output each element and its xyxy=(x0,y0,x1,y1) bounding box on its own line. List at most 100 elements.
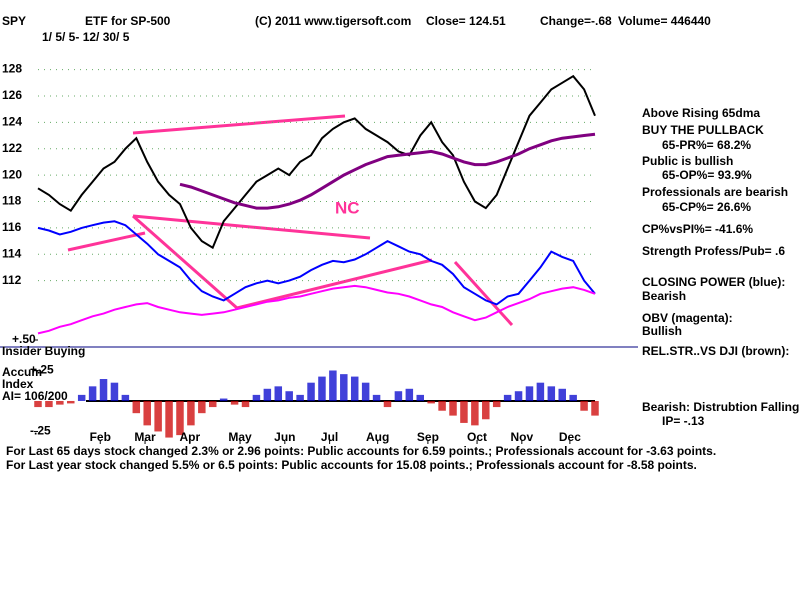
signal-note: OBV (magenta): xyxy=(642,311,733,325)
accum-bar xyxy=(460,400,468,423)
y-tick-label: 122 xyxy=(2,141,22,155)
x-tick-label: Jul xyxy=(321,430,338,444)
footer-line: For Last 65 days stock changed 2.3% or 2… xyxy=(6,444,716,458)
accum-bar xyxy=(394,391,403,401)
signal-note: 65-PR%= 68.2% xyxy=(662,138,751,152)
y-tick-label: 120 xyxy=(2,167,22,181)
fund-name: ETF for SP-500 xyxy=(85,14,171,28)
trend-lines xyxy=(67,114,514,327)
accum-bar xyxy=(350,376,359,401)
y-tick-label: 116 xyxy=(2,220,22,234)
panel-label: Insider Buying xyxy=(2,344,85,358)
accum-bar xyxy=(176,400,184,436)
accum-bar xyxy=(591,400,599,416)
panel-label: Index xyxy=(2,377,34,391)
x-tick-label: Feb xyxy=(90,430,111,444)
signal-note: Above Rising 65dma xyxy=(642,106,760,120)
accum-bar xyxy=(45,400,53,408)
signal-note: 65-CP%= 26.6% xyxy=(662,200,751,214)
accum-bar xyxy=(77,394,86,401)
signal-note: Strength Profess/Pub= .6 xyxy=(642,244,785,258)
accum-bar xyxy=(56,400,64,405)
accum-bar xyxy=(536,382,545,401)
accum-bar xyxy=(263,388,272,401)
accum-bar xyxy=(372,394,381,401)
accum-bar xyxy=(165,400,173,438)
accum-bar xyxy=(427,400,435,404)
series-line xyxy=(37,220,596,306)
y-tick-label: 114 xyxy=(2,246,22,260)
accum-bar xyxy=(482,400,490,420)
signal-note: CP%vsPI%= -41.6% xyxy=(642,222,753,236)
accum-bar xyxy=(340,374,348,401)
copyright: (C) 2011 www.tigersoft.com xyxy=(255,14,411,28)
signal-note: IP= -.13 xyxy=(662,414,705,428)
accum-bar xyxy=(67,400,75,404)
x-tick-label: Mar xyxy=(134,430,156,444)
x-tick-label: Jun xyxy=(274,430,295,444)
x-tick-label: Nov xyxy=(510,430,533,444)
accum-bar xyxy=(503,394,512,401)
accum-bar xyxy=(198,400,206,414)
panel-label: AI= 106/200 xyxy=(2,389,68,403)
accum-bar xyxy=(416,394,425,401)
signal-note: REL.STR..VS DJI (brown): xyxy=(642,344,789,358)
y-tick-label: 118 xyxy=(2,194,22,208)
accum-bar xyxy=(383,400,392,408)
series-line xyxy=(179,132,596,210)
accum-bar xyxy=(307,382,315,401)
x-tick-label: Apr xyxy=(179,430,200,444)
accum-bar xyxy=(547,386,556,401)
accum-bar xyxy=(361,382,370,401)
accum-bar xyxy=(219,398,228,401)
y-tick-label: +.25 xyxy=(30,363,54,377)
accum-bar xyxy=(34,400,42,408)
signal-note: CLOSING POWER (blue): xyxy=(642,275,785,289)
footer-line: For Last year stock changed 5.5% or 6.5 … xyxy=(6,458,697,472)
accum-bar xyxy=(274,386,283,401)
accum-bar xyxy=(296,394,304,401)
y-tick-label: 128 xyxy=(2,62,22,76)
symbol: SPY xyxy=(2,14,26,28)
x-tick-label: Oct xyxy=(467,430,487,444)
accum-bar xyxy=(154,400,162,432)
accum-bar xyxy=(230,400,239,405)
accum-bar xyxy=(252,394,261,401)
accum-bar xyxy=(110,382,119,401)
accum-bar xyxy=(285,391,293,401)
y-tick-label: 124 xyxy=(2,115,22,129)
signal-note: Bullish xyxy=(642,324,682,338)
accum-bar xyxy=(438,400,446,411)
accum-bar xyxy=(492,400,501,408)
volume: Volume= 446440 xyxy=(618,14,711,28)
accum-bar xyxy=(208,400,217,408)
accum-bar xyxy=(318,376,326,401)
series-line xyxy=(37,74,596,250)
signal-note: BUY THE PULLBACK xyxy=(642,123,764,137)
accum-bar xyxy=(241,400,250,408)
y-tick-label: +.50 xyxy=(12,332,36,346)
x-tick-label: Sep xyxy=(417,430,439,444)
accum-bar xyxy=(88,386,97,401)
panel-label: Accum xyxy=(2,365,42,379)
accum-bar xyxy=(580,400,588,411)
y-tick-label: 126 xyxy=(2,88,22,102)
accum-bar xyxy=(569,394,577,401)
x-tick-label: May xyxy=(228,430,252,444)
accum-bar xyxy=(329,370,337,401)
y-tick-label: 112 xyxy=(2,273,22,287)
accum-bar xyxy=(121,394,130,401)
x-tick-label: Dec xyxy=(559,430,581,444)
close: Close= 124.51 xyxy=(426,14,506,28)
signal-note: Public is bullish xyxy=(642,154,733,168)
accum-bar xyxy=(558,388,566,401)
accum-bar xyxy=(525,386,534,401)
y-tick-label: -.25 xyxy=(30,424,51,438)
annotation: NC xyxy=(335,198,360,217)
accum-bar xyxy=(405,388,414,401)
accum-bar xyxy=(514,391,523,401)
signal-note: Bearish: Distrubtion Falling. xyxy=(642,400,800,414)
x-tick-label: Aug xyxy=(366,430,389,444)
